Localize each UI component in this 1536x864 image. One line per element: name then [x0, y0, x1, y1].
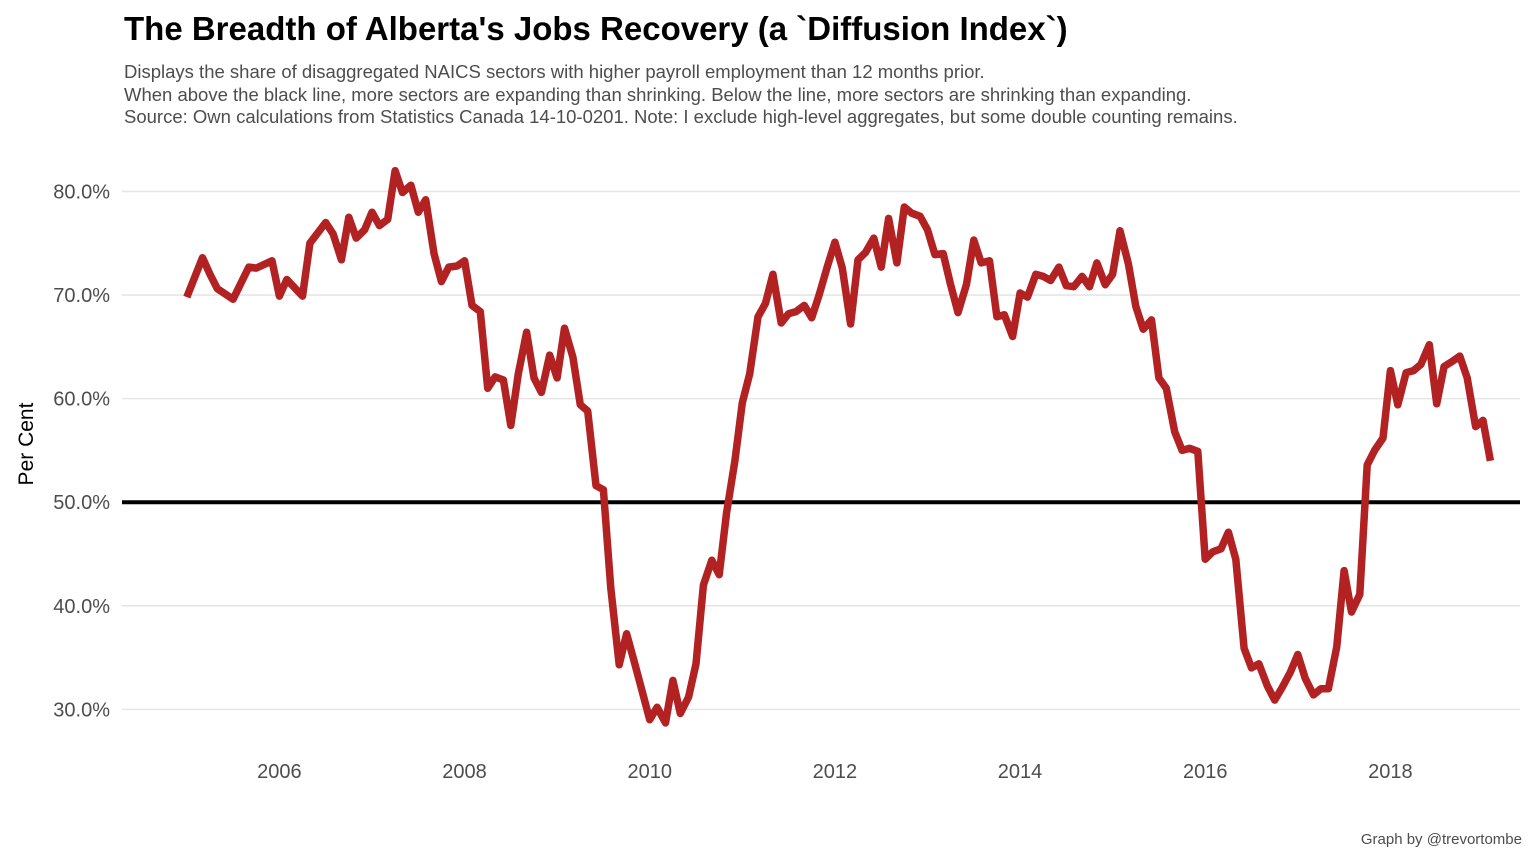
grid-layer	[122, 190, 1520, 711]
y-axis-title: Per Cent	[15, 402, 38, 485]
y-tick-label-2: 50.0%	[53, 492, 110, 514]
x-tick-label-4: 2014	[998, 761, 1043, 783]
subtitle-line-3: Source: Own calculations from Statistics…	[124, 106, 1238, 127]
x-tick-label-3: 2012	[813, 761, 858, 783]
x-tick-label-6: 2018	[1368, 761, 1413, 783]
x-tick-label-5: 2016	[1183, 761, 1228, 783]
y-tick-label-0: 30.0%	[53, 699, 110, 721]
y-tick-label-1: 40.0%	[53, 596, 110, 618]
subtitle-line-2: When above the black line, more sectors …	[124, 83, 1192, 105]
subtitle-line-1: Displays the share of disaggregated NAIC…	[124, 61, 985, 82]
y-tick-label-5: 80.0%	[53, 181, 110, 203]
series-layer	[183, 166, 1495, 727]
chart-title: The Breadth of Alberta's Jobs Recovery (…	[124, 10, 1068, 47]
chart-subtitle: Displays the share of disaggregated NAIC…	[124, 61, 1238, 129]
x-tick-label-2: 2010	[627, 761, 672, 783]
series-line-0	[183, 166, 1495, 727]
y-axis-ticks: 30.0% 40.0% 50.0% 60.0% 70.0% 80.0%	[53, 181, 110, 721]
x-tick-label-1: 2008	[442, 761, 487, 783]
y-tick-label-4: 70.0%	[53, 285, 110, 307]
x-axis-ticks: 2006 2008 2010 2012 2014 2016 2018	[257, 761, 1412, 783]
x-tick-label-0: 2006	[257, 761, 302, 783]
y-tick-label-3: 60.0%	[53, 389, 110, 411]
caption: Graph by @trevortombe	[1360, 831, 1522, 848]
